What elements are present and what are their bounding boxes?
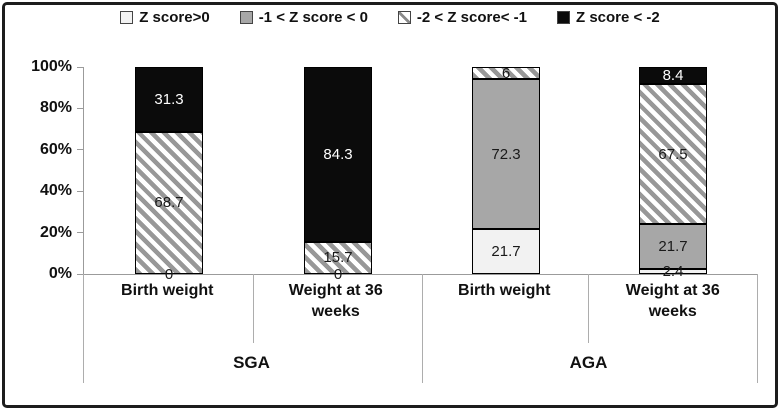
category-separator-line — [588, 274, 589, 343]
bar-segment-hatch: 15.7 — [304, 241, 372, 274]
white-square-swatch-icon — [120, 11, 134, 24]
y-tick-label: 60% — [39, 141, 72, 158]
data-label: 21.7 — [658, 238, 688, 256]
bar-segment-hatch: 68.7 — [135, 131, 203, 274]
bar-segment-hatch: 67.5 — [639, 84, 707, 225]
category-label-aga-weight-36w: Weight at 36 weeks — [625, 282, 720, 320]
axis-separator-line — [757, 274, 758, 383]
category-label-sga-birth-weight: Birth weight — [121, 282, 214, 299]
group-label-sga: SGA — [233, 353, 270, 372]
data-label-zero: 0 — [164, 266, 174, 283]
data-label: 8.4 — [662, 67, 684, 85]
data-label: 2.4 — [662, 263, 684, 281]
data-label: 67.5 — [658, 145, 688, 163]
category-label-aga-birth-weight: Birth weight — [458, 282, 551, 299]
bar-segment-white: 21.7 — [472, 229, 540, 274]
y-axis-tickmark — [77, 232, 84, 234]
y-tick-label: 20% — [39, 224, 72, 241]
bar-segment-gray: 72.3 — [472, 79, 540, 230]
axis-separator-line — [83, 274, 84, 383]
data-label: 72.3 — [491, 145, 521, 163]
y-axis-tickmark — [77, 66, 84, 68]
bar-segment-gray: 21.7 — [639, 224, 707, 270]
bar-aga-weight-at-36-weeks: 2.4 21.7 67.5 8.4 — [639, 67, 707, 280]
y-tick-label: 0% — [48, 265, 72, 282]
bar-segment-hatch: 6 — [472, 64, 540, 82]
bar-aga-birth-weight: 21.7 72.3 6 — [472, 64, 540, 274]
gray-square-swatch-icon — [239, 11, 253, 24]
y-axis-labels: 100% 80% 60% 40% 20% 0% — [0, 0, 72, 410]
legend: Z score>0 -1 < Z score < 0 -2 < Z score<… — [0, 9, 780, 26]
legend-item-zscore-gt0: Z score>0 — [120, 9, 210, 26]
legend-label: Z score < -2 — [575, 9, 660, 26]
y-axis-tickmark — [77, 107, 84, 109]
black-square-swatch-icon — [556, 11, 570, 24]
plot-area: 68.7 31.3 0 15.7 84.3 0 21.7 72.3 6 2.4 21.7 67.5 8.… — [77, 64, 758, 283]
bar-segment-white: 2.4 — [639, 263, 707, 280]
legend-label: -1 < Z score < 0 — [258, 9, 368, 26]
category-label-sga-weight-36w: Weight at 36 weeks — [288, 282, 383, 320]
diagonal-hatch-swatch-icon — [397, 11, 411, 24]
y-tick-label: 80% — [39, 99, 72, 116]
data-label: 68.7 — [154, 194, 184, 212]
bar-sga-weight-at-36-weeks: 15.7 84.3 0 — [304, 67, 372, 283]
group-label-row: SGA AGA — [83, 343, 757, 383]
legend-label: -2 < Z score< -1 — [416, 9, 527, 26]
y-tick-label: 40% — [39, 182, 72, 199]
data-label: 15.7 — [323, 249, 353, 267]
group-separator-line — [422, 274, 423, 383]
legend-label: Z score>0 — [139, 9, 210, 26]
data-label-zero: 0 — [333, 266, 343, 283]
bar-sga-birth-weight: 68.7 31.3 0 — [135, 67, 203, 283]
category-separator-line — [253, 274, 254, 343]
data-label: 21.7 — [491, 243, 521, 261]
bar-segment-black: 8.4 — [639, 67, 707, 85]
data-label: 84.3 — [323, 145, 353, 163]
data-label: 31.3 — [154, 90, 184, 108]
data-label: 6 — [501, 64, 511, 82]
legend-item-lt-neg2: Z score < -2 — [556, 9, 660, 26]
group-label-aga: AGA — [569, 353, 608, 372]
category-label-row: Birth weight Weight at 36 weeks Birth we… — [83, 275, 757, 343]
bar-segment-black: 31.3 — [135, 67, 203, 132]
y-axis-tickmark — [77, 190, 84, 192]
legend-item-neg2-to-neg1: -2 < Z score< -1 — [397, 9, 527, 26]
y-axis-tickmark — [77, 149, 84, 151]
legend-item-neg1-to-0: -1 < Z score < 0 — [239, 9, 368, 26]
y-axis-tickmark — [77, 273, 84, 275]
y-tick-label: 100% — [31, 58, 72, 75]
bar-segment-black: 84.3 — [304, 67, 372, 242]
